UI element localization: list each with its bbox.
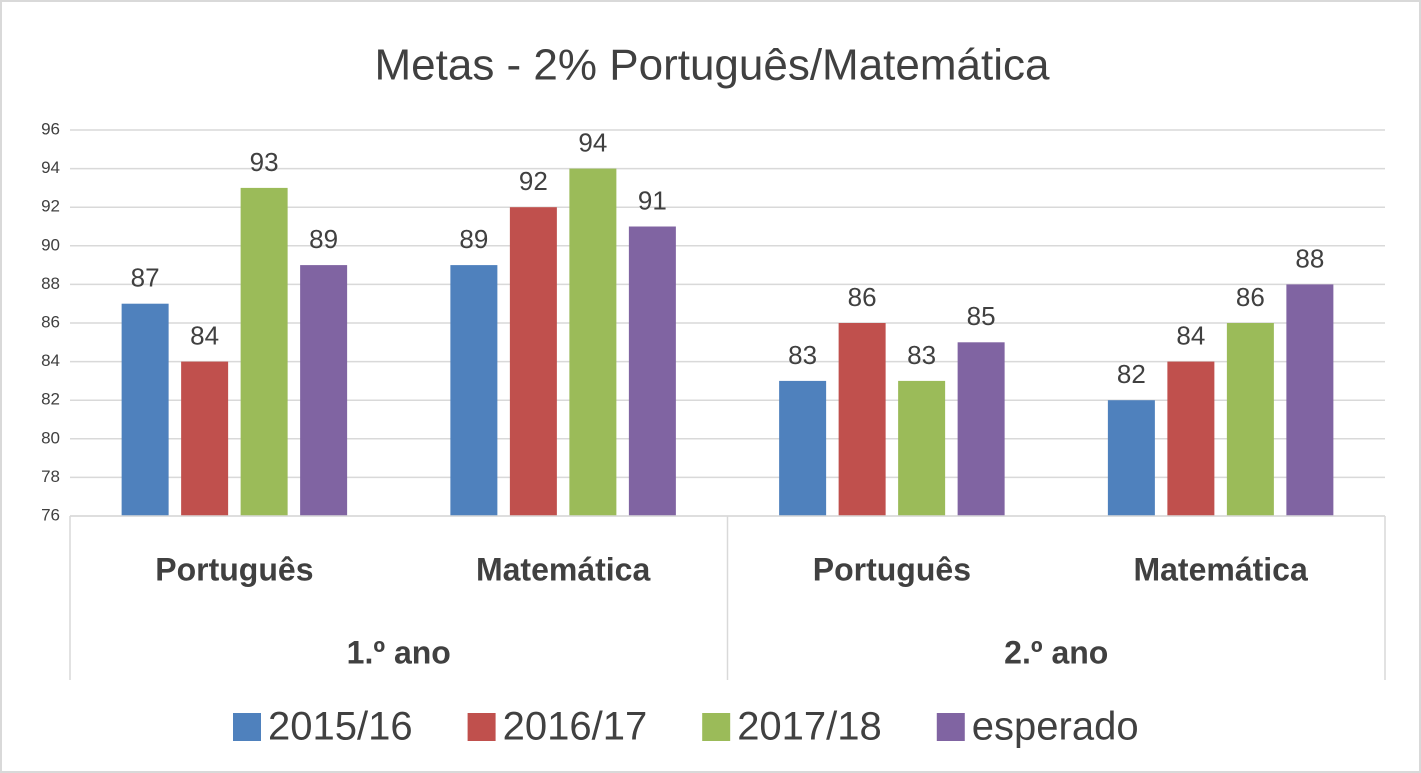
data-label: 82 — [1117, 359, 1146, 389]
data-label: 83 — [788, 340, 817, 370]
legend-swatch — [702, 713, 731, 741]
y-tick-label: 76 — [41, 505, 60, 524]
bar — [450, 265, 498, 516]
bar — [300, 265, 348, 516]
data-label: 93 — [250, 147, 279, 177]
legend-swatch — [936, 713, 965, 741]
data-label: 92 — [519, 166, 548, 196]
legend-swatch — [233, 713, 261, 741]
bar — [121, 303, 169, 516]
y-tick-label: 88 — [41, 274, 60, 293]
bar — [569, 168, 617, 516]
data-label: 89 — [309, 224, 338, 254]
bar — [1286, 284, 1334, 516]
y-tick-label: 86 — [41, 312, 60, 331]
data-label: 87 — [131, 263, 160, 293]
legend-label: 2017/18 — [737, 705, 882, 749]
x-tick-label: Português — [813, 551, 971, 587]
bar — [628, 226, 676, 516]
y-tick-label: 84 — [41, 351, 60, 370]
bar — [779, 380, 827, 516]
x-tick-label: Português — [155, 551, 313, 587]
data-label: 86 — [1236, 282, 1265, 312]
data-label: 89 — [459, 224, 488, 254]
bar — [1226, 323, 1274, 516]
bar — [898, 380, 946, 516]
data-label: 84 — [190, 320, 219, 350]
y-tick-label: 94 — [41, 158, 60, 177]
bar — [509, 207, 557, 516]
data-label: 84 — [1176, 320, 1205, 350]
group-label: 2.º ano — [1004, 634, 1108, 670]
bar — [957, 342, 1005, 516]
group-label: 1.º ano — [347, 634, 451, 670]
chart-title: Metas - 2% Português/Matemática — [375, 41, 1050, 90]
y-tick-label: 90 — [41, 235, 60, 254]
data-label: 88 — [1295, 243, 1324, 273]
data-label: 86 — [848, 282, 877, 312]
y-tick-label: 78 — [41, 467, 60, 486]
data-label: 94 — [578, 127, 607, 157]
y-tick-label: 96 — [41, 119, 60, 138]
bar — [240, 187, 288, 516]
x-tick-label: Matemática — [1133, 551, 1308, 587]
y-tick-label: 92 — [41, 197, 60, 216]
legend-label: 2016/17 — [503, 705, 648, 749]
y-tick-label: 80 — [41, 428, 60, 447]
data-label: 85 — [967, 301, 996, 331]
y-tick-label: 82 — [41, 390, 60, 409]
legend-swatch — [467, 713, 496, 741]
x-tick-label: Matemática — [476, 551, 651, 587]
bar — [181, 361, 229, 516]
legend-label: esperado — [972, 705, 1139, 749]
bar — [1167, 361, 1215, 516]
legend-label: 2015/16 — [268, 705, 413, 749]
bar — [1107, 400, 1155, 516]
data-label: 83 — [907, 340, 936, 370]
data-label: 91 — [638, 185, 667, 215]
bar — [838, 323, 886, 516]
